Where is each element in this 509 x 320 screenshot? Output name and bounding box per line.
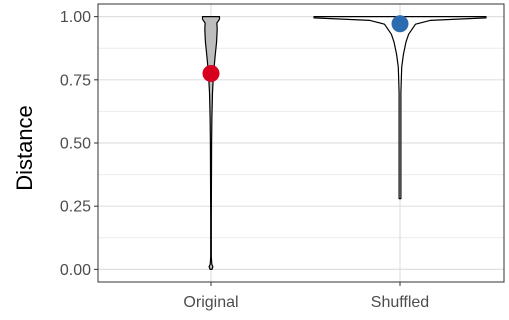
- grid-layer: [98, 4, 504, 282]
- y-tick-label: 0.00: [60, 262, 91, 279]
- x-tick-label: Shuffled: [371, 294, 429, 311]
- x-tick-label: Original: [183, 294, 238, 311]
- violin-shuffled: [313, 16, 487, 200]
- y-tick-label: 0.50: [60, 136, 91, 153]
- point-original: [202, 65, 220, 82]
- violin-original: [201, 16, 221, 270]
- y-tick-label: 0.25: [60, 199, 91, 216]
- y-axis-title: Distance: [12, 105, 37, 191]
- y-tick-label: 1.00: [60, 9, 91, 26]
- point-layer: [202, 15, 409, 82]
- violin-layer: [201, 16, 487, 270]
- point-shuffled: [391, 15, 409, 33]
- y-tick-label: 0.75: [60, 72, 91, 89]
- axis-layer: 0.00 0.25 0.50 0.75 1.00 Original Shuffled: [60, 9, 429, 311]
